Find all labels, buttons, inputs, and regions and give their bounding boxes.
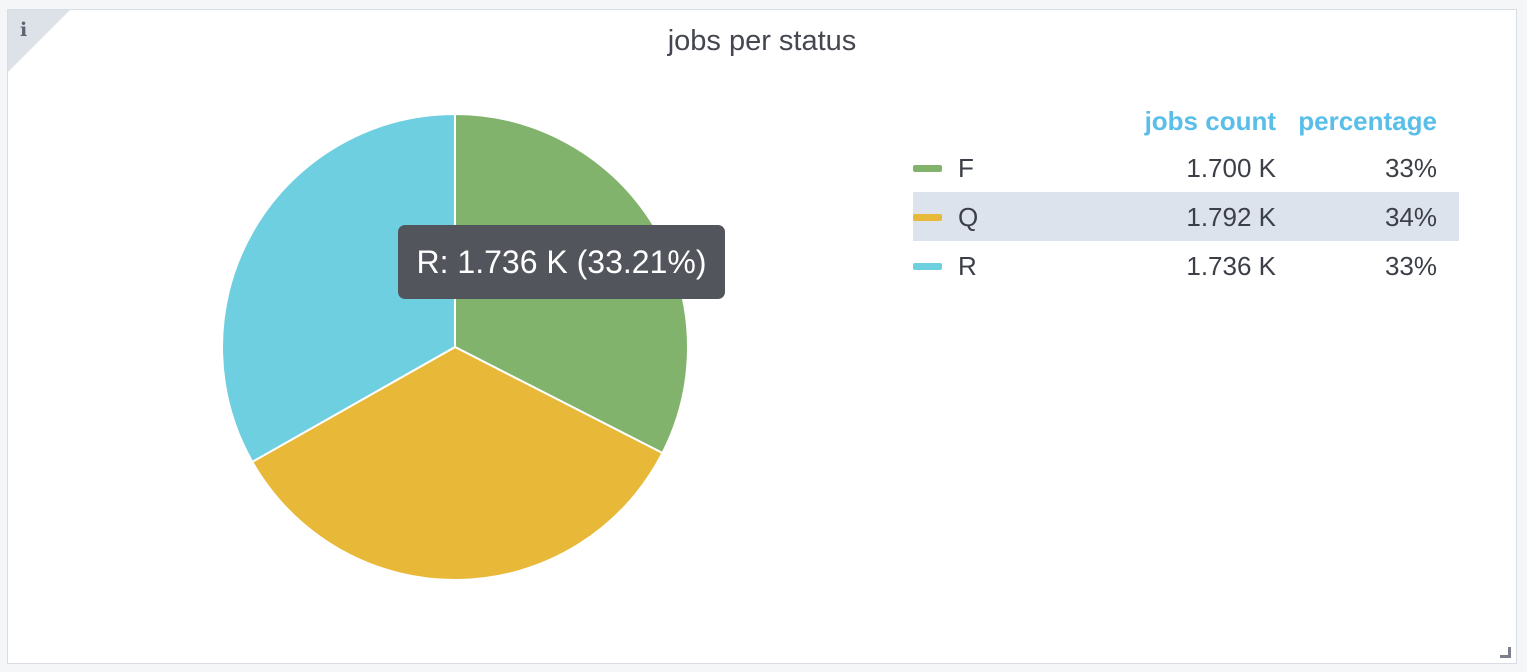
- legend-swatch-f: [913, 165, 942, 172]
- legend-label-f[interactable]: F: [958, 153, 974, 183]
- info-icon[interactable]: i: [20, 19, 28, 41]
- pie-tooltip: R: 1.736 K (33.21%): [398, 225, 725, 299]
- legend-row-r[interactable]: R 1.736 K 33%: [913, 241, 1459, 290]
- legend-percentage-r: 33%: [1384, 251, 1437, 281]
- legend-percentage-q: 34%: [1384, 202, 1437, 232]
- legend-count-f: 1.700 K: [1186, 153, 1276, 183]
- pie-slice-q[interactable]: [250, 345, 664, 581]
- legend-row-f[interactable]: F 1.700 K 33%: [913, 143, 1459, 192]
- legend-header-jobs-count[interactable]: jobs count: [1144, 106, 1276, 136]
- legend-swatch-q: [913, 214, 942, 221]
- legend-header: jobs count percentage: [913, 106, 1459, 143]
- legend-table: jobs count percentage F 1.700 K 33% Q 1.…: [913, 106, 1459, 290]
- pie-chart[interactable]: [8, 10, 888, 650]
- legend-swatch-r: [913, 263, 942, 270]
- legend-count-q: 1.792 K: [1186, 202, 1276, 232]
- legend-header-percentage[interactable]: percentage: [1298, 106, 1437, 136]
- legend-label-q[interactable]: Q: [958, 202, 979, 232]
- info-corner[interactable]: [8, 10, 70, 72]
- legend-percentage-f: 33%: [1384, 153, 1437, 183]
- pie-chart-panel: i jobs per status R: 1.736 K (33.21%) jo…: [7, 9, 1517, 664]
- panel-title: jobs per status: [667, 25, 857, 57]
- legend-count-r: 1.736 K: [1186, 251, 1276, 281]
- resize-handle[interactable]: [1500, 647, 1511, 658]
- legend-row-q[interactable]: Q 1.792 K 34%: [913, 192, 1459, 241]
- legend-label-r[interactable]: R: [958, 251, 977, 281]
- pie-slice-r[interactable]: [221, 112, 456, 464]
